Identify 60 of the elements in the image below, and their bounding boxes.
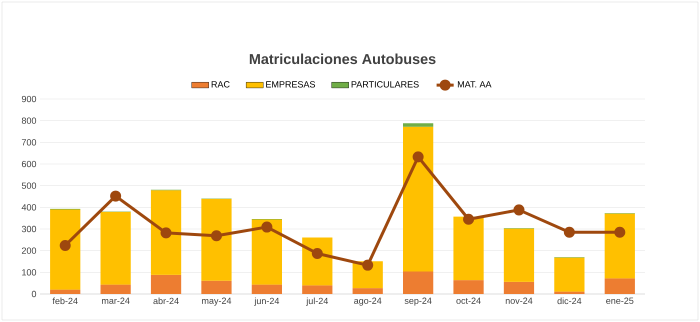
point — [362, 260, 374, 271]
x-tick-label: dic-24 — [558, 298, 582, 304]
point — [564, 226, 575, 238]
bar — [50, 210, 80, 290]
bar — [504, 228, 534, 282]
y-tick-label: 300 — [22, 226, 36, 232]
bar — [453, 216, 484, 280]
bar — [403, 126, 434, 272]
bar — [252, 284, 282, 294]
point — [513, 204, 524, 216]
bar — [100, 212, 131, 285]
x-tick-label: jun-24 — [254, 298, 280, 306]
point — [60, 240, 71, 251]
bar — [554, 258, 585, 292]
y-tick-label: 900 — [22, 96, 36, 102]
y-tick-label: 100 — [22, 269, 36, 276]
x-tick-label: may-24 — [202, 298, 232, 306]
x-tick-label: ene-25 — [606, 298, 634, 304]
bar — [50, 290, 80, 294]
y-tick-label: 700 — [22, 139, 36, 146]
bar — [403, 271, 434, 294]
chart-title: Matriculaciones Autobuses — [250, 54, 436, 64]
point — [261, 222, 272, 233]
bar — [504, 282, 534, 294]
y-tick-label: 800 — [22, 117, 36, 124]
x-tick-label: nov-24 — [506, 298, 532, 304]
y-tick-label: 0 — [32, 290, 36, 298]
x-tick-label: jul-24 — [306, 298, 328, 306]
legend-label: MAT. AA — [458, 81, 492, 88]
bar — [201, 198, 232, 281]
bar — [150, 190, 182, 275]
y-tick-label: 500 — [22, 182, 36, 189]
x-tick-label: oct-24 — [456, 298, 481, 304]
legend-label: PARTICULARES — [352, 81, 419, 88]
point — [463, 214, 474, 225]
point — [210, 230, 222, 242]
bar — [252, 219, 282, 285]
legend-label: RAC — [212, 81, 230, 88]
point — [312, 248, 323, 259]
bar — [352, 288, 383, 294]
y-tick-label: 600 — [22, 160, 36, 168]
point — [614, 226, 626, 238]
x-tick-label: feb-24 — [52, 298, 78, 304]
y-tick-label: 200 — [22, 247, 36, 254]
point — [412, 151, 424, 162]
bar — [604, 278, 635, 294]
y-tick-label: 400 — [22, 204, 36, 211]
point — [160, 227, 172, 238]
x-tick-label: mar-24 — [102, 298, 130, 304]
legend-label: EMPRESAS — [266, 81, 316, 88]
bar — [604, 214, 635, 278]
x-tick-label: sep-24 — [404, 298, 432, 306]
bar — [302, 285, 332, 294]
bar — [150, 274, 182, 294]
bar — [100, 284, 131, 294]
bar — [201, 280, 232, 294]
x-tick-label: ago-24 — [354, 298, 382, 306]
bar — [453, 280, 484, 294]
point — [110, 190, 122, 202]
x-tick-label: abr-24 — [153, 298, 179, 304]
